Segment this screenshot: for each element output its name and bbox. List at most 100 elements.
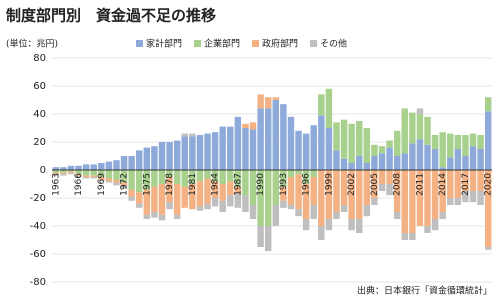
bar-segment bbox=[409, 143, 416, 170]
bar-segment bbox=[136, 150, 143, 170]
bar-segment bbox=[204, 203, 211, 210]
x-tick-label: 2011 bbox=[415, 173, 425, 196]
bar-segment bbox=[189, 170, 196, 184]
bar-segment bbox=[264, 97, 272, 109]
y-axis-label: (単位：兆円) bbox=[6, 38, 58, 50]
bar-segment bbox=[52, 174, 60, 176]
bar-segment bbox=[401, 233, 408, 240]
bar-segment bbox=[363, 205, 371, 217]
bar-segment bbox=[67, 170, 75, 172]
bar-segment bbox=[143, 170, 151, 190]
bar-segment bbox=[280, 104, 287, 170]
bar-segment bbox=[340, 119, 348, 159]
bar-segment bbox=[318, 115, 325, 170]
bar-segment bbox=[469, 170, 477, 191]
bar-segment bbox=[98, 170, 105, 177]
bar-segment bbox=[75, 170, 82, 175]
bar-segment bbox=[136, 192, 143, 204]
source-note: 出典：日本銀行「資金循環統計」 bbox=[357, 285, 492, 297]
bar-segment bbox=[401, 153, 408, 170]
bar-segment bbox=[181, 136, 188, 170]
bar-segment bbox=[211, 132, 219, 170]
x-tick-label: 1969 bbox=[97, 173, 107, 196]
bar-segment bbox=[333, 150, 340, 170]
bar-segment bbox=[295, 209, 302, 217]
bar-segment bbox=[356, 170, 363, 219]
bar-segment bbox=[211, 181, 219, 198]
bar-segment bbox=[462, 156, 469, 170]
bar-segment bbox=[469, 146, 477, 170]
bar-segment bbox=[151, 170, 158, 187]
bar-segment bbox=[227, 195, 234, 207]
x-tick-label: 1981 bbox=[188, 173, 198, 196]
x-tick-label: 1975 bbox=[142, 173, 152, 196]
bar-segment bbox=[424, 170, 431, 226]
x-tick-label: 2002 bbox=[347, 173, 357, 196]
y-tick-label: 60 bbox=[33, 81, 46, 92]
bar-segment bbox=[356, 156, 363, 170]
bar-segment bbox=[484, 111, 492, 170]
bar-segment bbox=[340, 158, 348, 170]
x-tick-label: 1978 bbox=[165, 173, 175, 196]
bar-segment bbox=[257, 170, 264, 226]
bar-segment bbox=[136, 203, 143, 208]
bar-segment bbox=[113, 160, 120, 170]
bar-segment bbox=[105, 181, 113, 183]
bar-segment bbox=[348, 163, 355, 170]
bar-segment bbox=[363, 128, 371, 163]
bar-segment bbox=[242, 195, 249, 212]
bar-segment bbox=[386, 140, 393, 148]
bar-segment bbox=[82, 164, 90, 170]
bar-segment bbox=[151, 186, 158, 212]
x-tick-label: 2008 bbox=[393, 173, 403, 196]
bar-segment bbox=[469, 191, 477, 203]
bar-segment bbox=[386, 184, 393, 196]
bar-segment bbox=[302, 184, 310, 219]
bar-segment bbox=[90, 164, 97, 170]
bar-segment bbox=[454, 198, 462, 205]
bar-segment bbox=[431, 219, 439, 231]
x-tick-label: 2005 bbox=[370, 173, 380, 196]
bar-segment bbox=[371, 144, 378, 156]
bar-segment bbox=[234, 186, 242, 194]
legend-swatch bbox=[136, 40, 143, 47]
bar-segment bbox=[173, 184, 181, 215]
bar-segment bbox=[454, 135, 462, 149]
bar-segment bbox=[378, 184, 386, 191]
bar-segment bbox=[371, 156, 378, 170]
x-tick-label: 1996 bbox=[302, 173, 312, 196]
bar-segment bbox=[196, 170, 204, 182]
bar-segment bbox=[90, 175, 97, 177]
bar-segment bbox=[454, 149, 462, 170]
bar-segment bbox=[113, 179, 120, 183]
bar-segment bbox=[325, 219, 333, 231]
bar-segment bbox=[477, 135, 484, 149]
bar-segment bbox=[272, 170, 280, 205]
bar-segment bbox=[340, 205, 348, 212]
bar-segment bbox=[60, 172, 67, 175]
bar-segment bbox=[484, 170, 492, 247]
bar-segment bbox=[401, 170, 408, 233]
bar-segment bbox=[401, 108, 408, 154]
legend-label: 家計部門 bbox=[146, 38, 182, 50]
bar-segment bbox=[378, 170, 386, 184]
bar-segment bbox=[196, 181, 204, 207]
bar-segment bbox=[393, 130, 401, 156]
bar-segment bbox=[447, 198, 454, 205]
bar-segment bbox=[158, 142, 166, 170]
bar-segment bbox=[120, 185, 128, 189]
bar-segment bbox=[272, 97, 280, 100]
bar-segment bbox=[196, 135, 204, 170]
bar-segment bbox=[166, 170, 173, 177]
bar-segment bbox=[363, 170, 371, 205]
bar-segment bbox=[82, 177, 90, 179]
bar-segment bbox=[52, 167, 60, 170]
bar-segment bbox=[98, 177, 105, 180]
bar-segment bbox=[462, 170, 469, 191]
bar-segment bbox=[158, 214, 166, 221]
bar-segment bbox=[257, 108, 264, 170]
bar-segment bbox=[158, 170, 166, 184]
bar-segment bbox=[227, 170, 234, 182]
bar-segment bbox=[242, 170, 249, 196]
